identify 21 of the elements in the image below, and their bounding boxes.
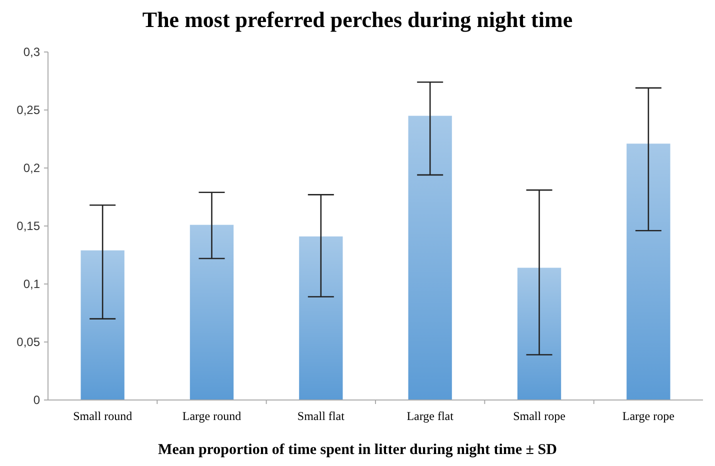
bar bbox=[299, 236, 343, 400]
bar bbox=[517, 268, 562, 400]
x-tick-label: Small rope bbox=[513, 409, 566, 423]
x-tick-label: Small flat bbox=[297, 409, 346, 423]
x-tick-label: Small round bbox=[73, 409, 132, 423]
chart-title: The most preferred perches during night time bbox=[142, 7, 573, 32]
y-tick-label: 0,1 bbox=[23, 277, 40, 292]
x-axis-title: Mean proportion of time spent in litter during night time ± SD bbox=[158, 442, 558, 458]
y-tick-label: 0,2 bbox=[23, 161, 40, 176]
bar bbox=[408, 116, 452, 400]
x-tick-label: Large flat bbox=[406, 409, 454, 423]
y-tick-label: 0,3 bbox=[23, 45, 40, 60]
x-tick-label: Large round bbox=[182, 409, 242, 423]
x-tick-label: Large rope bbox=[622, 409, 674, 423]
bar bbox=[190, 224, 234, 400]
bar bbox=[626, 144, 670, 400]
bar bbox=[80, 250, 124, 400]
y-tick-label: 0,05 bbox=[16, 335, 40, 350]
y-tick-label: 0 bbox=[33, 393, 40, 408]
y-tick-label: 0,15 bbox=[16, 219, 40, 234]
y-tick-label: 0,25 bbox=[16, 103, 40, 118]
